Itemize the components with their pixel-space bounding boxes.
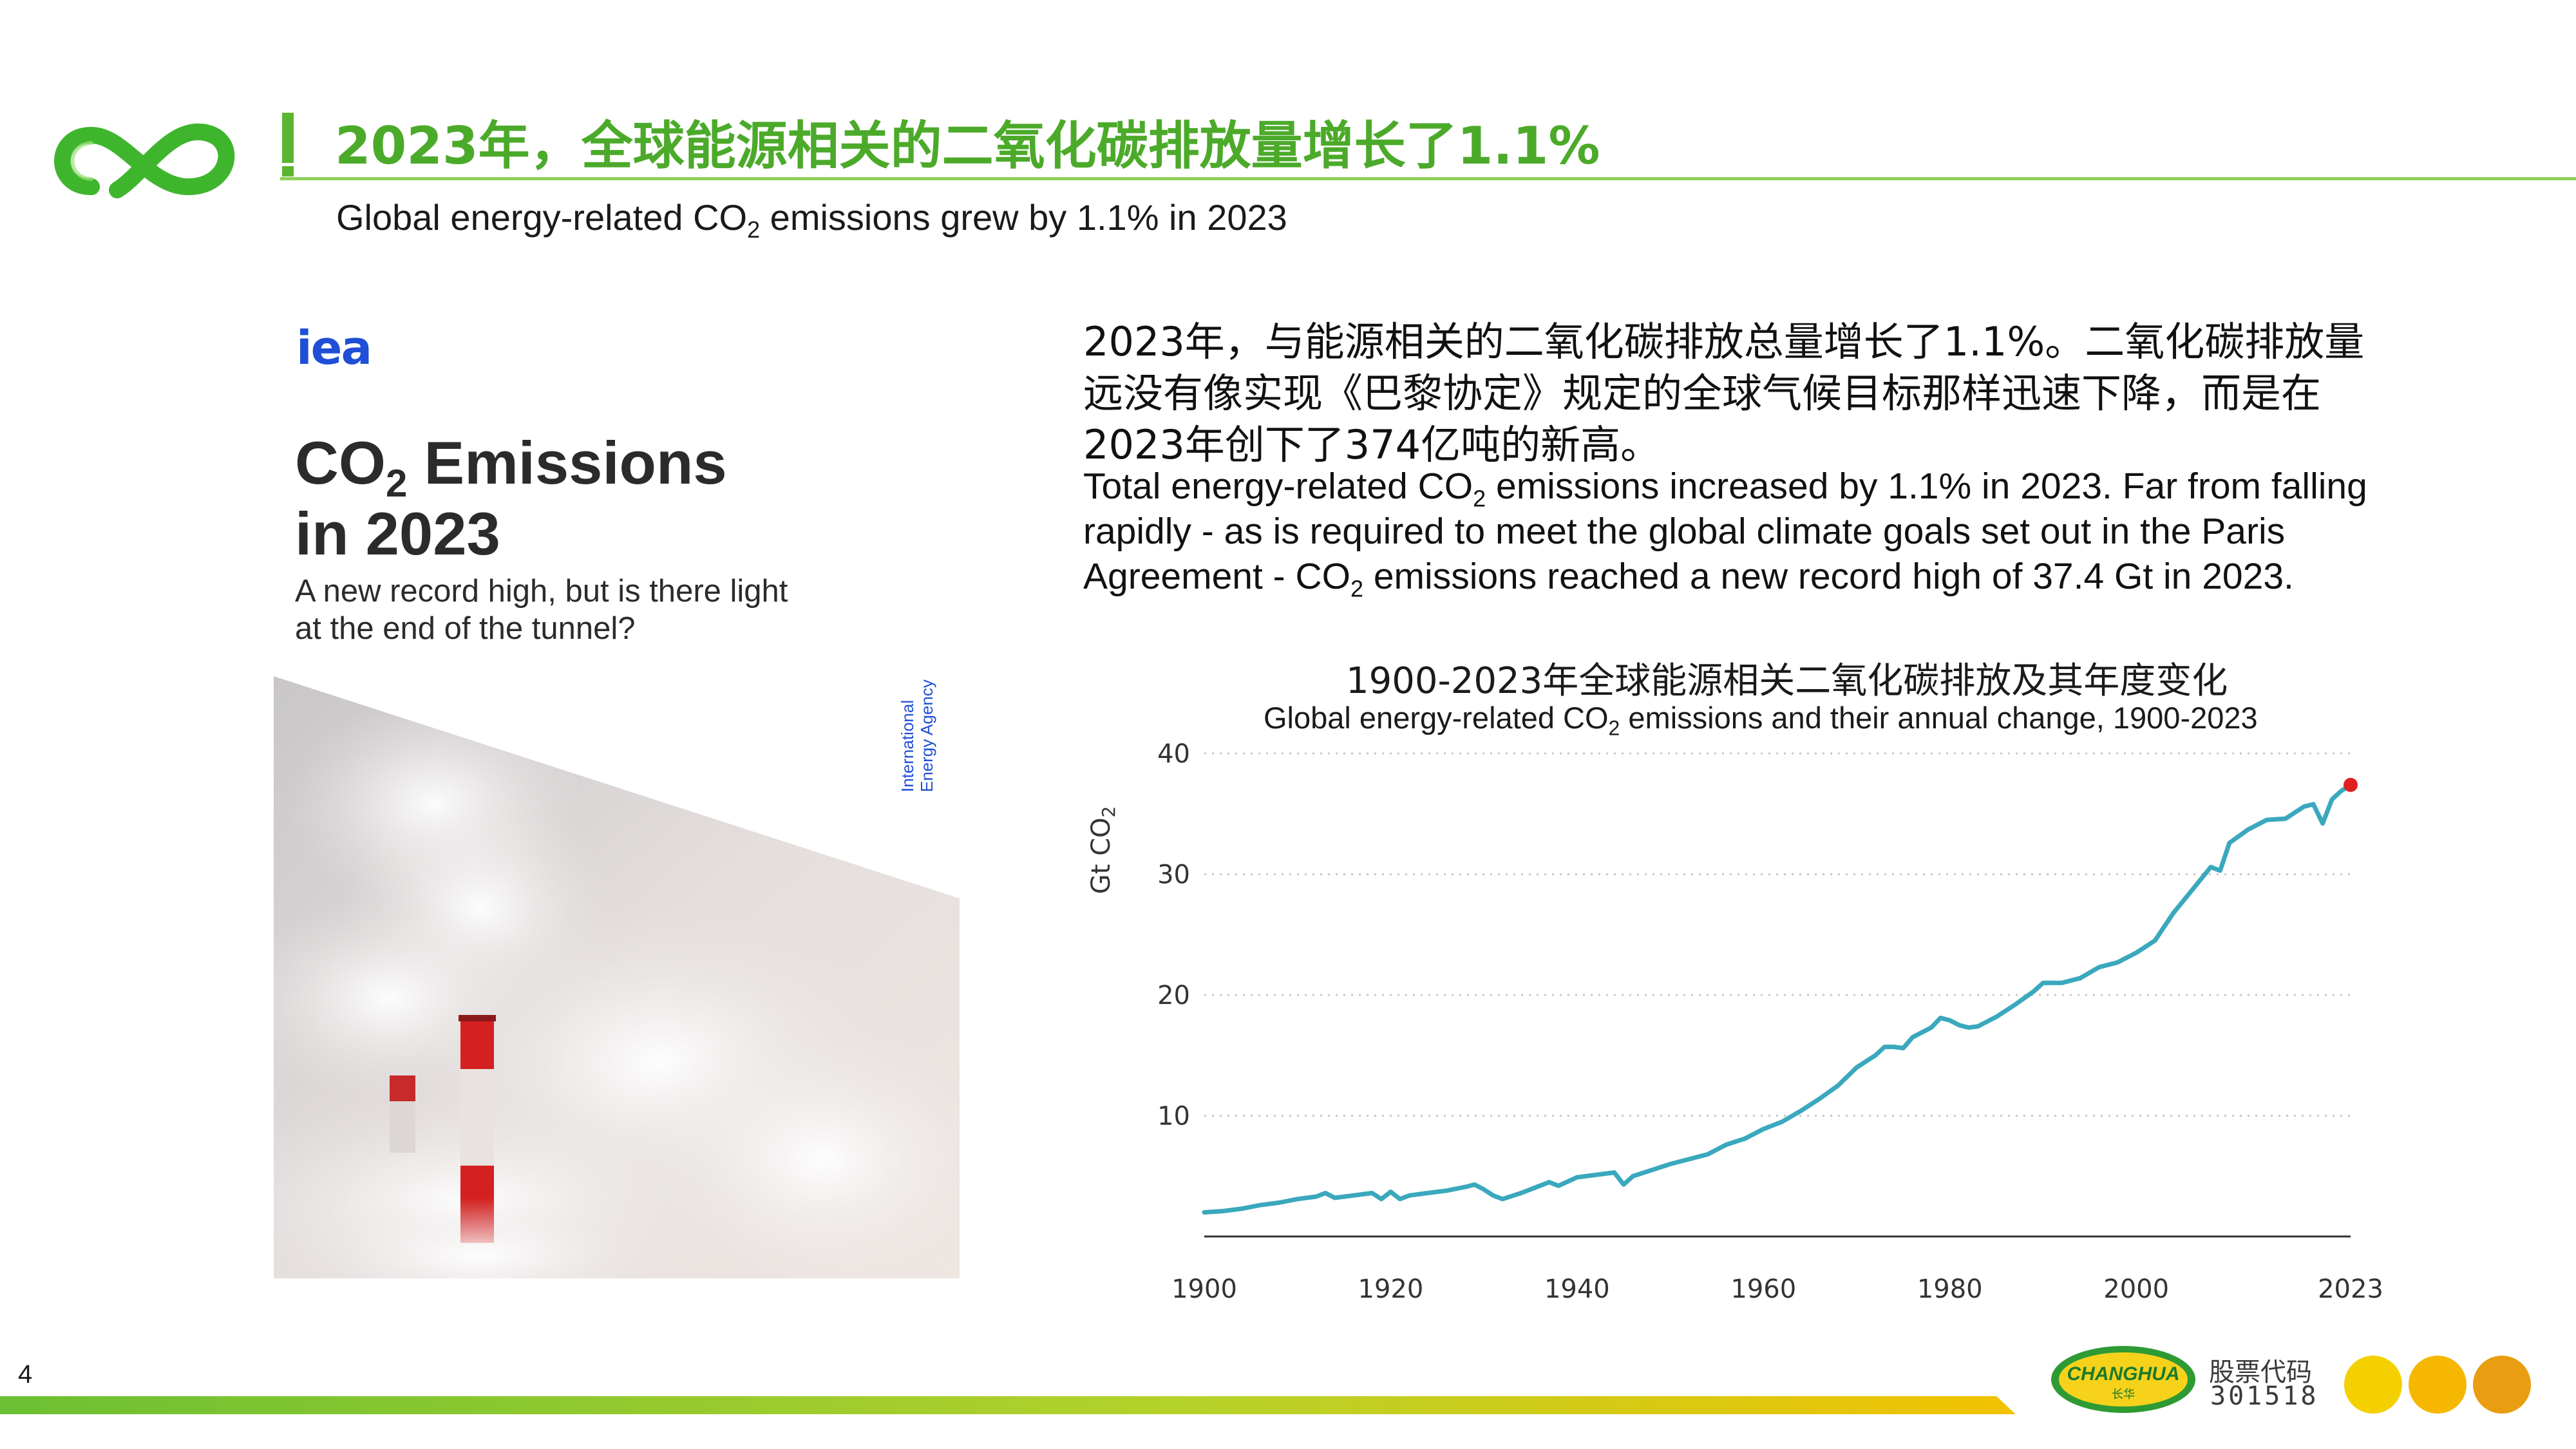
- decorative-dot: [2344, 1356, 2402, 1414]
- description-en-line: Total energy-related CO2 emissions incre…: [1083, 466, 2367, 512]
- y-axis-label: Gt CO2: [1086, 806, 1119, 895]
- x-tick-label: 1900: [1171, 1274, 1237, 1304]
- footer-gradient-bar: [0, 1396, 2016, 1414]
- page-number: 4: [18, 1360, 33, 1388]
- title-accent-square: [282, 166, 294, 176]
- chart-subtitle: Global energy-related CO2 emissions and …: [1264, 701, 2258, 740]
- cover-subtitle-line: at the end of the tunnel?: [295, 611, 636, 646]
- y-tick-label: 30: [1157, 860, 1190, 890]
- description-en-line: Agreement - CO2 emissions reached a new …: [1083, 556, 2294, 602]
- agency-name-line: International: [898, 700, 917, 792]
- stock-code-value: 301518: [2210, 1381, 2319, 1411]
- agency-name-vertical: International Energy Agency: [898, 679, 936, 792]
- company-infinity-logo: [54, 123, 235, 198]
- cover-title: CO2 Emissions: [295, 429, 727, 505]
- decorative-dot: [2473, 1356, 2531, 1414]
- slide-title: 2023年，全球能源相关的二氧化碳排放量增长了1.1%: [335, 116, 1600, 176]
- emissions-line-chart: 10 20 30 40 1900 1920 1940 1960 1980 2000 2023 Gt …: [1086, 739, 2383, 1304]
- y-tick-label: 10: [1157, 1102, 1190, 1132]
- y-tick-label: 40: [1157, 739, 1190, 769]
- x-tick-label: 1940: [1544, 1274, 1610, 1304]
- chart-grid: [1204, 752, 2351, 1117]
- emissions-series-line: [1202, 782, 2353, 1215]
- cover-title-year: in 2023: [295, 500, 500, 567]
- x-tick-label: 2000: [2103, 1274, 2169, 1304]
- description-cn-line: 2023年创下了374亿吨的新高。: [1083, 421, 1661, 468]
- cover-subtitle-line: A new record high, but is there light: [295, 574, 788, 609]
- title-accent-bar: [282, 113, 294, 163]
- iea-logo: iea: [296, 321, 372, 375]
- decorative-dot: [2409, 1356, 2467, 1414]
- x-tick-label: 2023: [2318, 1274, 2383, 1304]
- stock-code-label: 股票代码: [2209, 1358, 2312, 1387]
- chart-series: [1202, 777, 2358, 1215]
- x-tick-label: 1960: [1730, 1274, 1796, 1304]
- chart-title: 1900-2023年全球能源相关二氧化碳排放及其年度变化: [1346, 660, 2228, 702]
- changhua-logo-text: CHANGHUA: [2067, 1363, 2180, 1385]
- x-tick-label: 1920: [1358, 1274, 1424, 1304]
- chart-axes: 10 20 30 40 1900 1920 1940 1960 1980 2000 2023: [1157, 739, 2383, 1304]
- changhua-logo: CHANGHUA 长华: [2051, 1346, 2195, 1413]
- title-underline: [280, 177, 2576, 180]
- agency-name-line: Energy Agency: [917, 679, 936, 792]
- x-tick-label: 1980: [1917, 1274, 1983, 1304]
- description-en-line: rapidly - as is required to meet the glo…: [1083, 511, 2286, 552]
- description-cn-line: 2023年，与能源相关的二氧化碳排放总量增长了1.1%。二氧化碳排放量: [1083, 318, 2365, 365]
- svg-text:长华: 长华: [2112, 1388, 2135, 1401]
- highlight-point-2023: [2344, 777, 2358, 792]
- y-tick-label: 20: [1157, 981, 1190, 1010]
- description-cn-line: 远没有像实现《巴黎协定》规定的全球气候目标那样迅速下降，而是在: [1083, 370, 2322, 417]
- smokestack-photo: [274, 676, 960, 1278]
- slide-subtitle: Global energy-related CO2 emissions grew…: [336, 197, 1287, 243]
